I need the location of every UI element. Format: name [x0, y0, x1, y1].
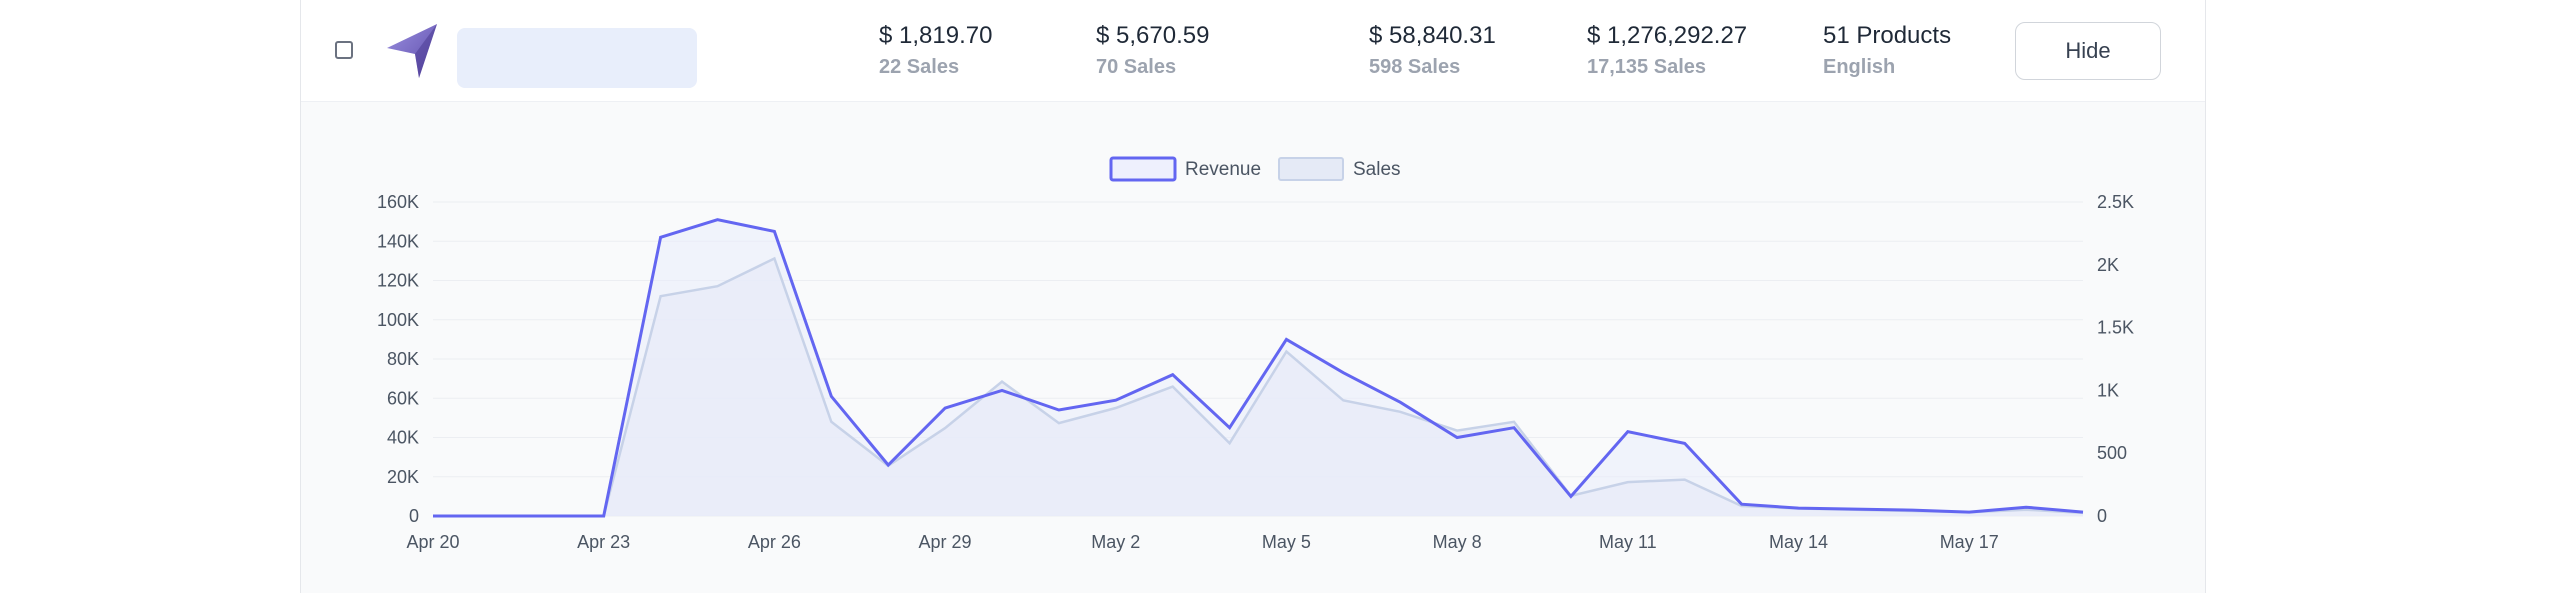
y-right-tick-label: 500	[2097, 443, 2127, 463]
y-right-tick-label: 2.5K	[2097, 192, 2134, 212]
stat-sales: 598 Sales	[1369, 56, 1461, 78]
language-label: English	[1823, 56, 1896, 78]
y-right-tick-label: 2K	[2097, 255, 2119, 275]
products-count: 51 Products	[1823, 22, 1952, 49]
legend-label-revenue: Revenue	[1185, 159, 1261, 180]
x-tick-label: May 17	[1940, 532, 1999, 552]
revenue-sales-chart: 0 20K 40K 60K 80K 100K 120K 140K 160K 0 500 1K 1.5K 2…	[377, 156, 2134, 552]
y-left-tick-label: 20K	[387, 467, 419, 487]
y-left-tick-label: 120K	[377, 271, 419, 291]
y-left-tick-label: 160K	[377, 192, 419, 212]
stat-total: $ 1,276,292.27 17,135 Sales	[1587, 22, 1747, 79]
hide-button[interactable]: Hide	[2015, 22, 2161, 80]
x-tick-label: Apr 29	[919, 532, 972, 552]
product-name-placeholder	[457, 28, 697, 88]
y-left-tick-label: 100K	[377, 310, 419, 330]
x-tick-label: May 8	[1433, 532, 1482, 552]
stat-amount: $ 1,819.70	[879, 22, 993, 49]
x-tick-label: Apr 26	[748, 532, 801, 552]
product-logo-icon	[387, 24, 437, 78]
stat-week: $ 5,670.59 70 Sales	[1096, 22, 1209, 79]
stat-products: 51 Products English	[1823, 22, 1951, 79]
revenue-line	[433, 218, 2084, 518]
x-tick-label: May 11	[1599, 532, 1657, 552]
legend-swatch-revenue	[1109, 156, 1177, 182]
y-left-tick-label: 60K	[387, 388, 419, 408]
legend-label-sales: Sales	[1353, 159, 1401, 180]
y-right-tick-label: 1K	[2097, 380, 2119, 400]
stat-sales: 22 Sales	[879, 56, 960, 78]
x-tick-label: Apr 23	[577, 532, 630, 552]
y-left-tick-label: 40K	[387, 428, 419, 448]
select-checkbox[interactable]	[335, 41, 353, 59]
stat-amount: $ 1,276,292.27	[1587, 22, 1748, 49]
y-left-tick-label: 140K	[377, 231, 419, 251]
stat-amount: $ 5,670.59	[1096, 22, 1210, 49]
stat-sales: 70 Sales	[1096, 56, 1177, 78]
product-panel: $ 1,819.70 22 Sales $ 5,670.59 70 Sales …	[300, 0, 2206, 593]
stat-month: $ 58,840.31 598 Sales	[1369, 22, 1496, 79]
stat-amount: $ 58,840.31	[1369, 22, 1496, 49]
legend-swatch-sales	[1278, 157, 1344, 181]
x-tick-label: May 14	[1769, 532, 1828, 552]
x-tick-label: May 2	[1091, 532, 1140, 552]
y-left-tick-label: 80K	[387, 349, 419, 369]
stat-today: $ 1,819.70 22 Sales	[879, 22, 992, 79]
x-tick-label: May 5	[1262, 532, 1311, 552]
product-row: $ 1,819.70 22 Sales $ 5,670.59 70 Sales …	[301, 0, 2205, 102]
chart-area: 0 20K 40K 60K 80K 100K 120K 140K 160K 0 500 1K 1.5K 2…	[301, 102, 2205, 593]
stat-sales: 17,135 Sales	[1587, 56, 1706, 78]
y-left-tick-label: 0	[409, 506, 419, 526]
y-right-tick-label: 1.5K	[2097, 318, 2134, 338]
x-tick-label: Apr 20	[406, 532, 459, 552]
y-right-tick-label: 0	[2097, 506, 2107, 526]
revenue-area	[433, 219, 2083, 516]
